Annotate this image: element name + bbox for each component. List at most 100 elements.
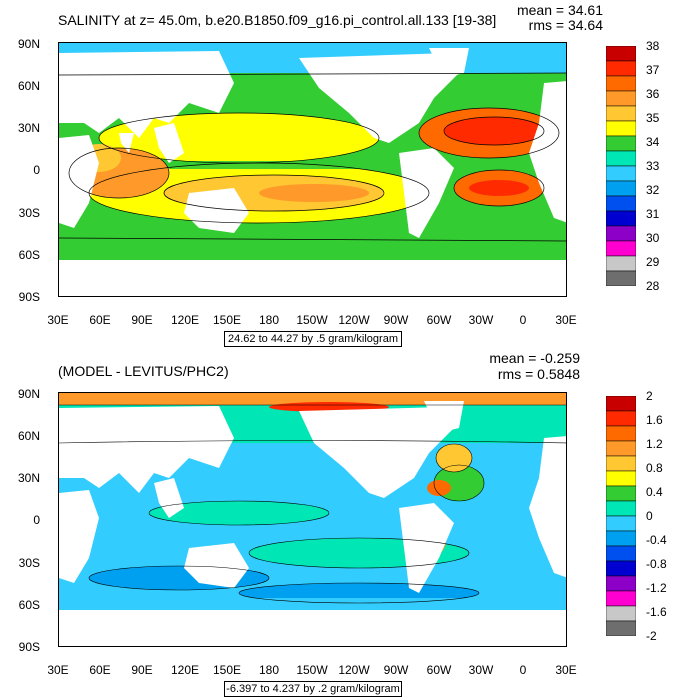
colorbar-swatch	[605, 180, 637, 197]
colorbar-swatch	[605, 210, 637, 227]
colorbar-swatch	[605, 440, 637, 457]
colorbar-swatch	[605, 395, 637, 412]
colorbar-swatch	[605, 560, 637, 577]
colorbar-swatch	[605, 455, 637, 472]
colorbar-tick-label: 2	[646, 389, 653, 403]
x-tick-label: 120W	[338, 313, 370, 327]
colorbar-swatch	[605, 90, 637, 107]
y-tick-label: 60S	[18, 248, 40, 262]
colorbar-swatch	[605, 590, 637, 607]
x-tick-label: 60W	[426, 313, 452, 327]
x-tick-label: 90E	[131, 663, 153, 677]
mean-value: mean = 34.61	[516, 2, 603, 18]
x-tick-label: 120E	[170, 313, 200, 327]
x-tick-label: 150E	[212, 663, 242, 677]
x-tick-label: 0	[519, 313, 527, 327]
colorbar-swatch	[605, 270, 637, 287]
colorbar-tick-label: 35	[646, 111, 660, 125]
salinity-field	[59, 43, 566, 296]
continents	[59, 401, 566, 593]
colorbar-tick-label: 28	[646, 279, 660, 293]
colorbar-swatches	[605, 45, 637, 287]
x-tick-label: 180	[258, 313, 280, 327]
y-tick-label: 0	[33, 513, 40, 527]
difference-map	[58, 392, 567, 647]
y-tick-label: 90S	[18, 290, 40, 304]
colorbar-tick-label: 0.8	[646, 461, 663, 475]
x-tick-label: 180	[258, 663, 280, 677]
x-tick-label: 60E	[89, 663, 111, 677]
contour-lines	[59, 404, 566, 604]
colorbar-tick-label: 0	[646, 509, 653, 523]
colorbar-swatch	[605, 45, 637, 62]
contour-range-box: 24.62 to 44.27 by .5 gram/kilogram	[224, 331, 402, 347]
x-tick-label: 30W	[468, 663, 494, 677]
colorbar-swatch	[605, 225, 637, 242]
y-tick-label: 60N	[17, 79, 40, 93]
colorbar-tick-label: 0.4	[646, 485, 663, 499]
difference-panel: (MODEL - LEVITUS/PHC2) mean = -0.259 rms…	[0, 350, 700, 700]
colorbar-tick-label: -0.4	[646, 533, 667, 547]
x-tick-label: 90W	[383, 313, 409, 327]
x-tick-label: 0	[519, 663, 527, 677]
colorbar-tick-label: -2	[646, 629, 657, 643]
colorbar-tick-label: 1.2	[646, 437, 663, 451]
x-tick-label: 30E	[47, 663, 69, 677]
x-tick-label: 120E	[170, 663, 200, 677]
x-tick-label: 90W	[383, 663, 409, 677]
y-tick-label: 0	[33, 163, 40, 177]
x-tick-label: 90E	[131, 313, 153, 327]
colorbar-tick-label: 36	[646, 87, 660, 101]
contour-lines	[59, 72, 566, 242]
y-tick-label: 90N	[17, 387, 40, 401]
colorbar-tick-label: 32	[646, 183, 660, 197]
colorbar-swatch	[605, 150, 637, 167]
colorbar-swatch	[605, 515, 637, 532]
colorbar-tick-label: 1.6	[646, 413, 663, 427]
panel-title: (MODEL - LEVITUS/PHC2)	[58, 363, 229, 379]
colorbar-swatch	[605, 135, 637, 152]
colorbar-tick-label: 31	[646, 207, 660, 221]
colorbar-tick-label: 37	[646, 63, 660, 77]
y-tick-label: 90N	[17, 37, 40, 51]
x-tick-label: 150W	[296, 313, 328, 327]
colorbar-tick-label: -1.2	[646, 581, 667, 595]
x-tick-label: 30E	[555, 313, 577, 327]
colorbar-swatch	[605, 545, 637, 562]
colorbar-swatch	[605, 165, 637, 182]
x-tick-label: 60E	[89, 313, 111, 327]
colorbar-swatch	[605, 530, 637, 547]
x-tick-label: 150W	[296, 663, 328, 677]
contour-range-box: -6.397 to 4.237 by .2 gram/kilogram	[224, 681, 402, 697]
x-tick-label: 30E	[555, 663, 577, 677]
salinity-map	[58, 42, 567, 297]
rms-value: rms = 34.64	[528, 17, 603, 33]
y-tick-label: 60N	[17, 429, 40, 443]
x-tick-label: 150E	[212, 313, 242, 327]
y-tick-label: 60S	[18, 598, 40, 612]
rms-value: rms = 0.5848	[497, 366, 580, 382]
colorbar	[605, 45, 637, 287]
x-tick-label: 120W	[338, 663, 370, 677]
colorbar-swatch	[605, 410, 637, 427]
colorbar-swatch	[605, 255, 637, 272]
colorbar-tick-label: 34	[646, 135, 660, 149]
colorbar-swatch	[605, 620, 637, 637]
y-tick-label: 30N	[17, 471, 40, 485]
x-tick-label: 60W	[426, 663, 452, 677]
salinity-panel: SALINITY at z= 45.0m, b.e20.B1850.f09_g1…	[17, 2, 660, 347]
colorbar-swatch	[605, 425, 637, 442]
colorbar-tick-label: 30	[646, 231, 660, 245]
colorbar	[605, 395, 637, 637]
colorbar-tick-label: 38	[646, 39, 660, 53]
colorbar-tick-label: 29	[646, 255, 660, 269]
difference-field	[59, 393, 566, 646]
panel-title: SALINITY at z= 45.0m, b.e20.B1850.f09_g1…	[58, 12, 497, 28]
colorbar-swatch	[605, 120, 637, 137]
colorbar-swatch	[605, 605, 637, 622]
y-tick-label: 30S	[18, 556, 40, 570]
x-tick-label: 30E	[47, 313, 69, 327]
colorbar-swatch	[605, 105, 637, 122]
colorbar-swatch	[605, 75, 637, 92]
colorbar-swatch	[605, 500, 637, 517]
